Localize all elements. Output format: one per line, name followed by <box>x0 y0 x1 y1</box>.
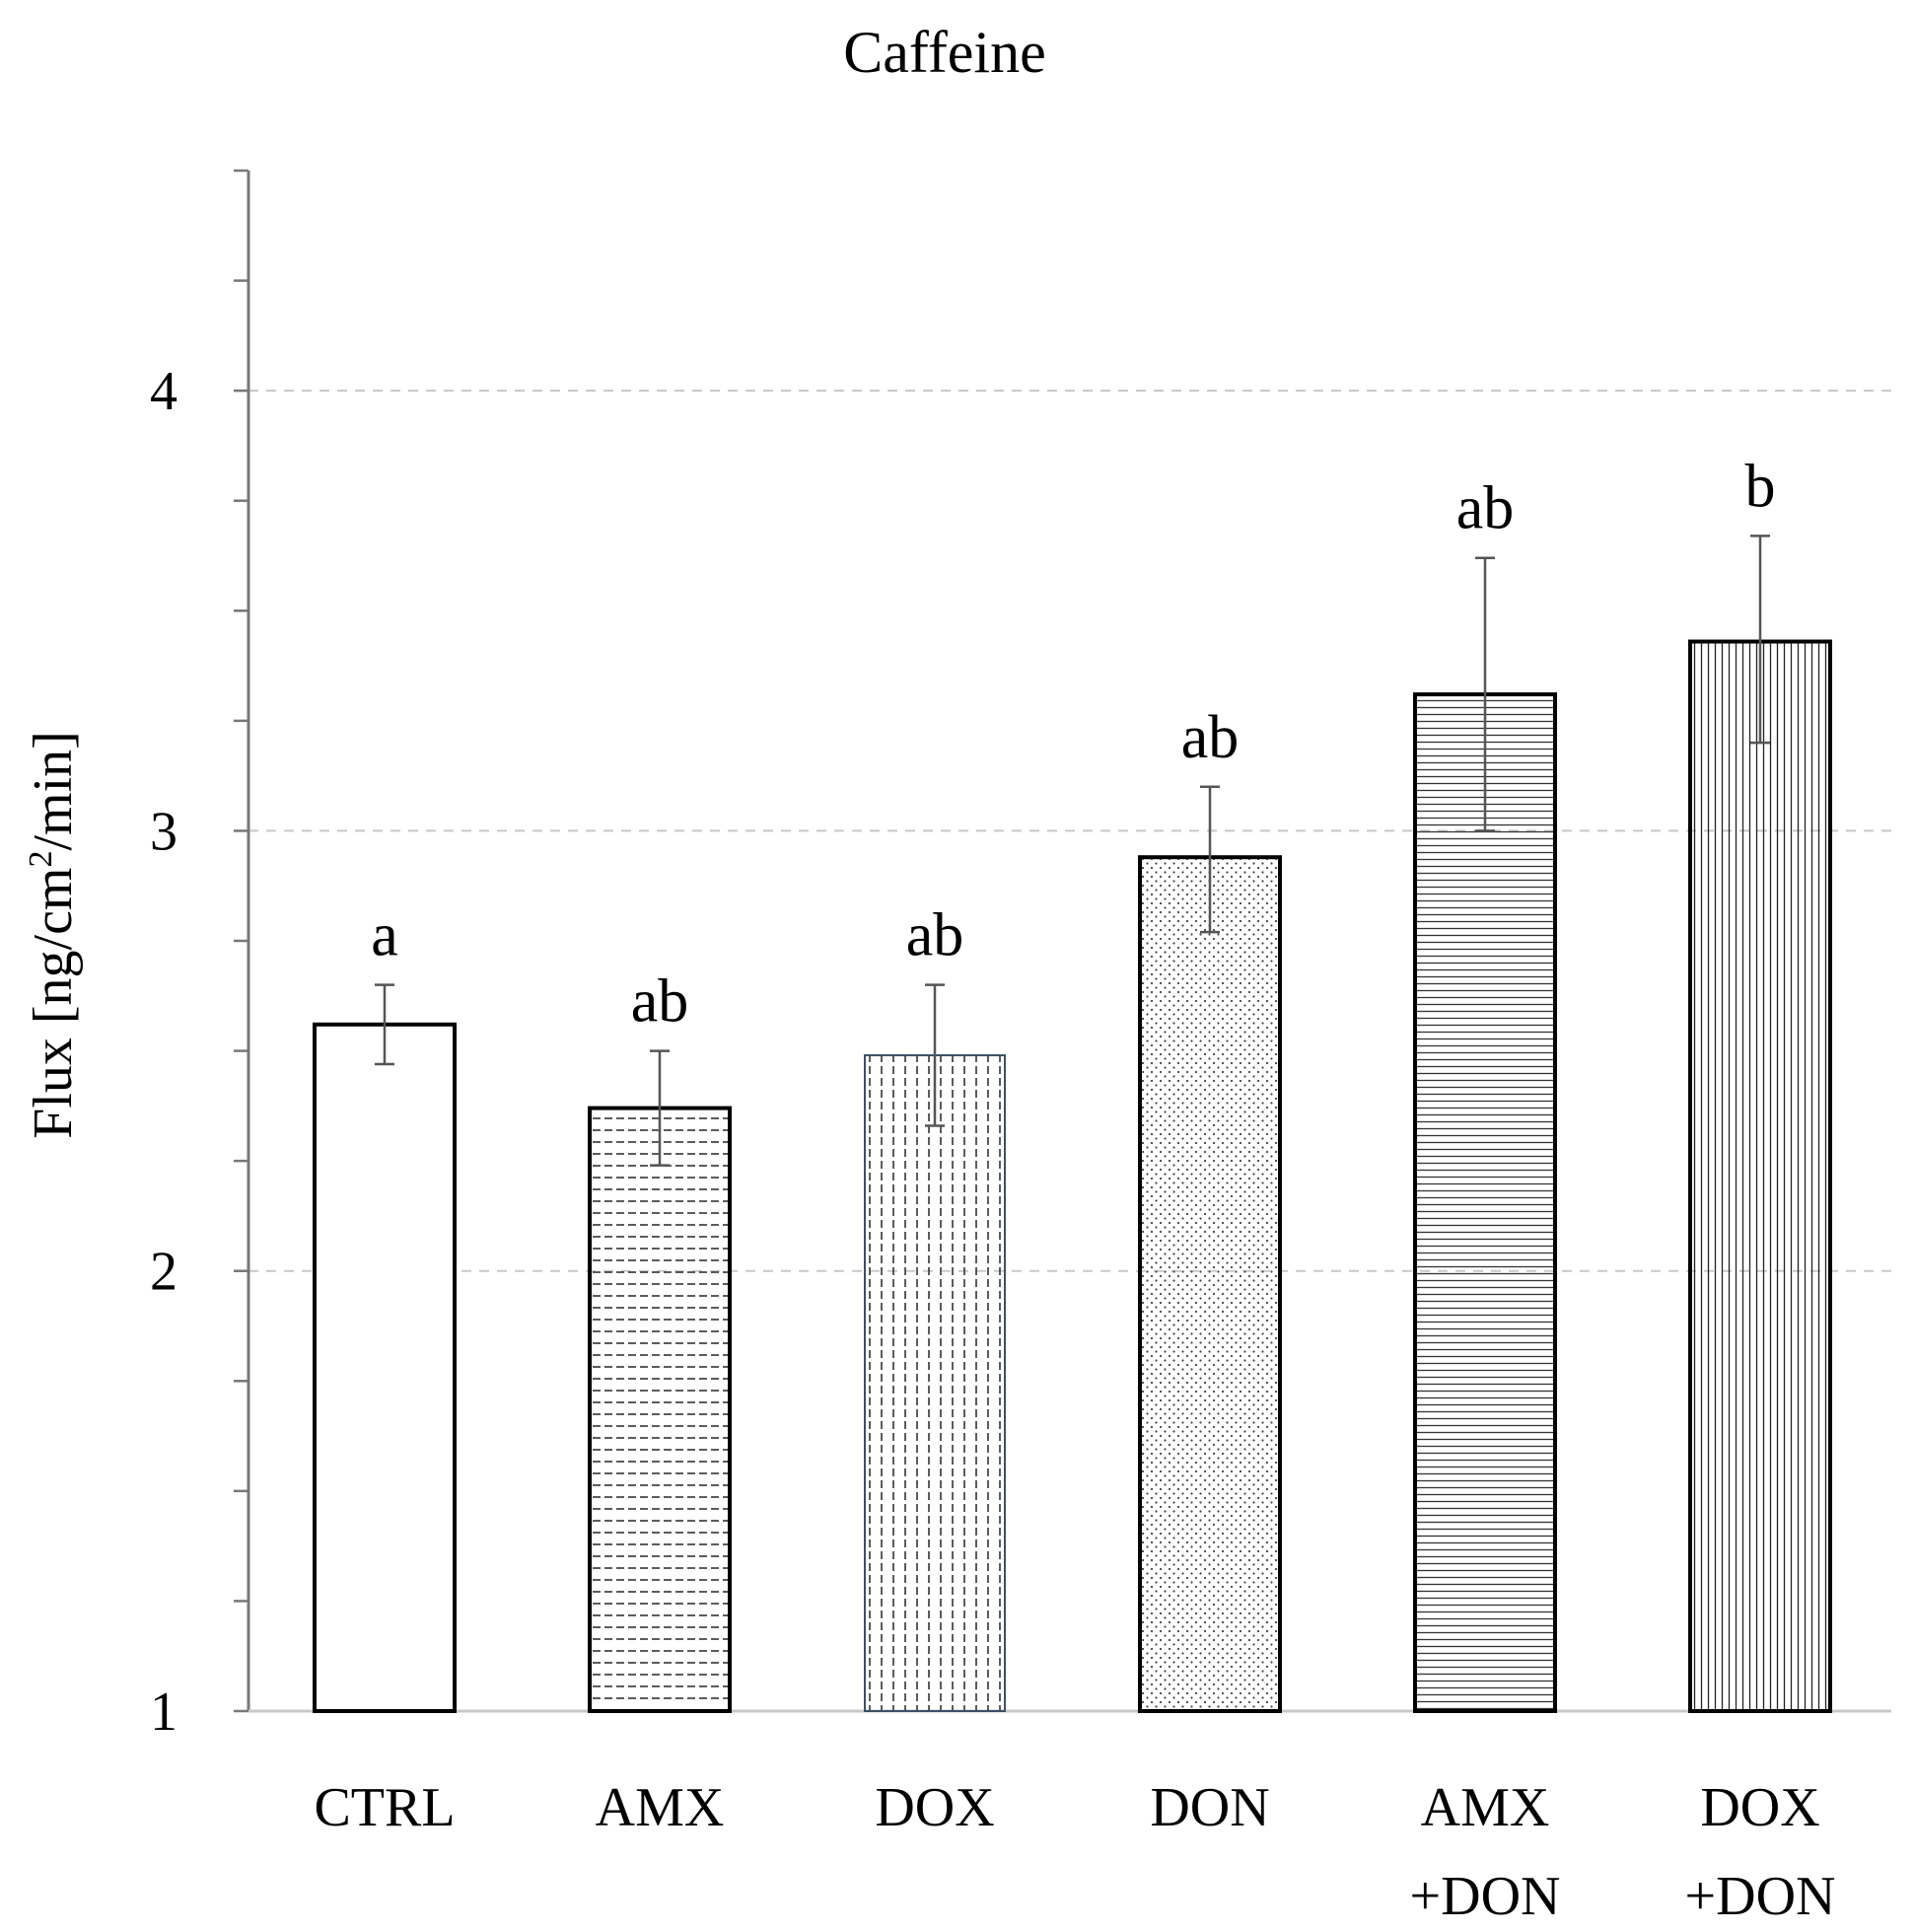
y-axis-label: Flux [ng/cm2/min] <box>23 731 84 1139</box>
significance-letter-4: ab <box>1456 475 1515 542</box>
x-tick-label-1-0: AMX <box>596 1777 725 1838</box>
significance-letter-3: ab <box>1181 704 1240 771</box>
significance-letter-5: b <box>1745 453 1776 520</box>
x-tick-label-2-0: DOX <box>875 1777 994 1838</box>
y-tick-labels: 1 2 3 4 <box>150 361 177 1743</box>
y-axis-label-main: Flux [ng/cm <box>23 868 84 1139</box>
bar-5 <box>1688 639 1832 1713</box>
y-tick-label: 1 <box>150 1682 177 1743</box>
x-tick-label-5-0: DOX <box>1700 1777 1819 1838</box>
bar-2 <box>864 1054 1006 1712</box>
x-tick-label-4-1: +DON <box>1410 1866 1561 1927</box>
axes <box>234 169 1891 1713</box>
y-axis-label-unit: /min] <box>23 731 84 850</box>
x-tick-label-3-0: DON <box>1150 1777 1269 1838</box>
bar-3 <box>1138 855 1282 1713</box>
x-tick-label-5-1: +DON <box>1685 1866 1836 1927</box>
significance-letter-0: a <box>371 902 398 969</box>
bars: a ab ab ab ab b <box>313 453 1832 1714</box>
x-tick-label-0-0: CTRL <box>314 1777 455 1838</box>
x-tick-label-4-0: AMX <box>1421 1777 1550 1838</box>
gridlines <box>248 390 1891 1272</box>
bar-0 <box>313 1022 457 1713</box>
chart-title: Caffeine <box>843 20 1045 85</box>
y-axis-label-superscript: 2 <box>23 851 59 868</box>
y-tick-label: 4 <box>150 361 177 422</box>
bar-4 <box>1413 692 1557 1714</box>
significance-letter-2: ab <box>906 902 964 969</box>
significance-letter-1: ab <box>631 968 689 1036</box>
y-tick-label: 2 <box>150 1242 177 1303</box>
y-tick-label: 3 <box>150 801 177 862</box>
bar-1 <box>588 1106 732 1714</box>
x-tick-labels: CTRL AMX DOX DON AMX +DON DOX +DON <box>314 1777 1835 1927</box>
